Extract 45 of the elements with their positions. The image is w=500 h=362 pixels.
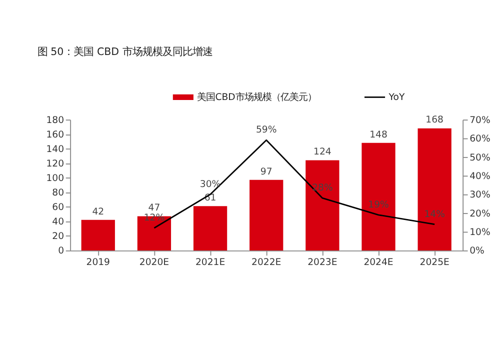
y-tick-label: 20 [52,231,64,242]
legend-label: 美国CBD市场规模（亿美元） [197,92,316,103]
y-tick-label: 40 [52,216,64,228]
y2-tick-label: 10% [470,227,490,238]
data-label: 19% [368,199,390,210]
x-tick-label: 2021E [195,256,226,268]
y-tick-label: 100 [46,173,64,184]
x-tick-label: 2019 [86,256,110,268]
y2-tick-label: 70% [470,114,490,126]
y2-tick-label: 60% [470,134,490,145]
y-tick-label: 160 [46,129,64,140]
y2-tick-label: 30% [470,190,490,201]
bar [362,142,396,250]
y-tick-label: 120 [46,158,64,170]
data-label: 42 [92,206,104,218]
data-label: 28% [312,182,333,194]
x-tick-label: 2025E [420,256,450,268]
y-tick-label: 180 [46,114,64,126]
data-label: 47 [148,202,160,214]
x-tick-label: 2020E [139,256,170,268]
y-tick-label: 60 [52,202,64,214]
x-tick-label: 2023E [308,256,338,268]
legend-label: YoY [388,92,405,103]
bar [193,206,228,250]
y2-tick-label: 40% [470,170,490,182]
data-label: 148 [370,129,388,140]
data-label: 59% [256,124,277,136]
y-tick-label: 0 [58,246,64,257]
data-label: 14% [424,208,446,220]
y-tick-label: 140 [46,144,64,155]
data-label: 30% [200,178,221,190]
data-label: 168 [426,114,444,126]
bar [418,128,452,250]
y-tick-label: 80 [52,188,64,199]
data-label: 97 [260,166,272,178]
y2-tick-label: 50% [470,152,490,164]
bar [81,220,115,250]
y2-tick-label: 20% [470,208,490,220]
x-tick-label: 2024E [364,256,394,268]
data-label: 124 [314,146,332,158]
x-tick-label: 2022E [252,256,282,268]
y2-tick-label: 0% [470,246,485,257]
bar [250,180,284,250]
chart-title: 图 50：美国 CBD 市场规模及同比增速 [37,46,212,58]
bar [306,160,340,250]
